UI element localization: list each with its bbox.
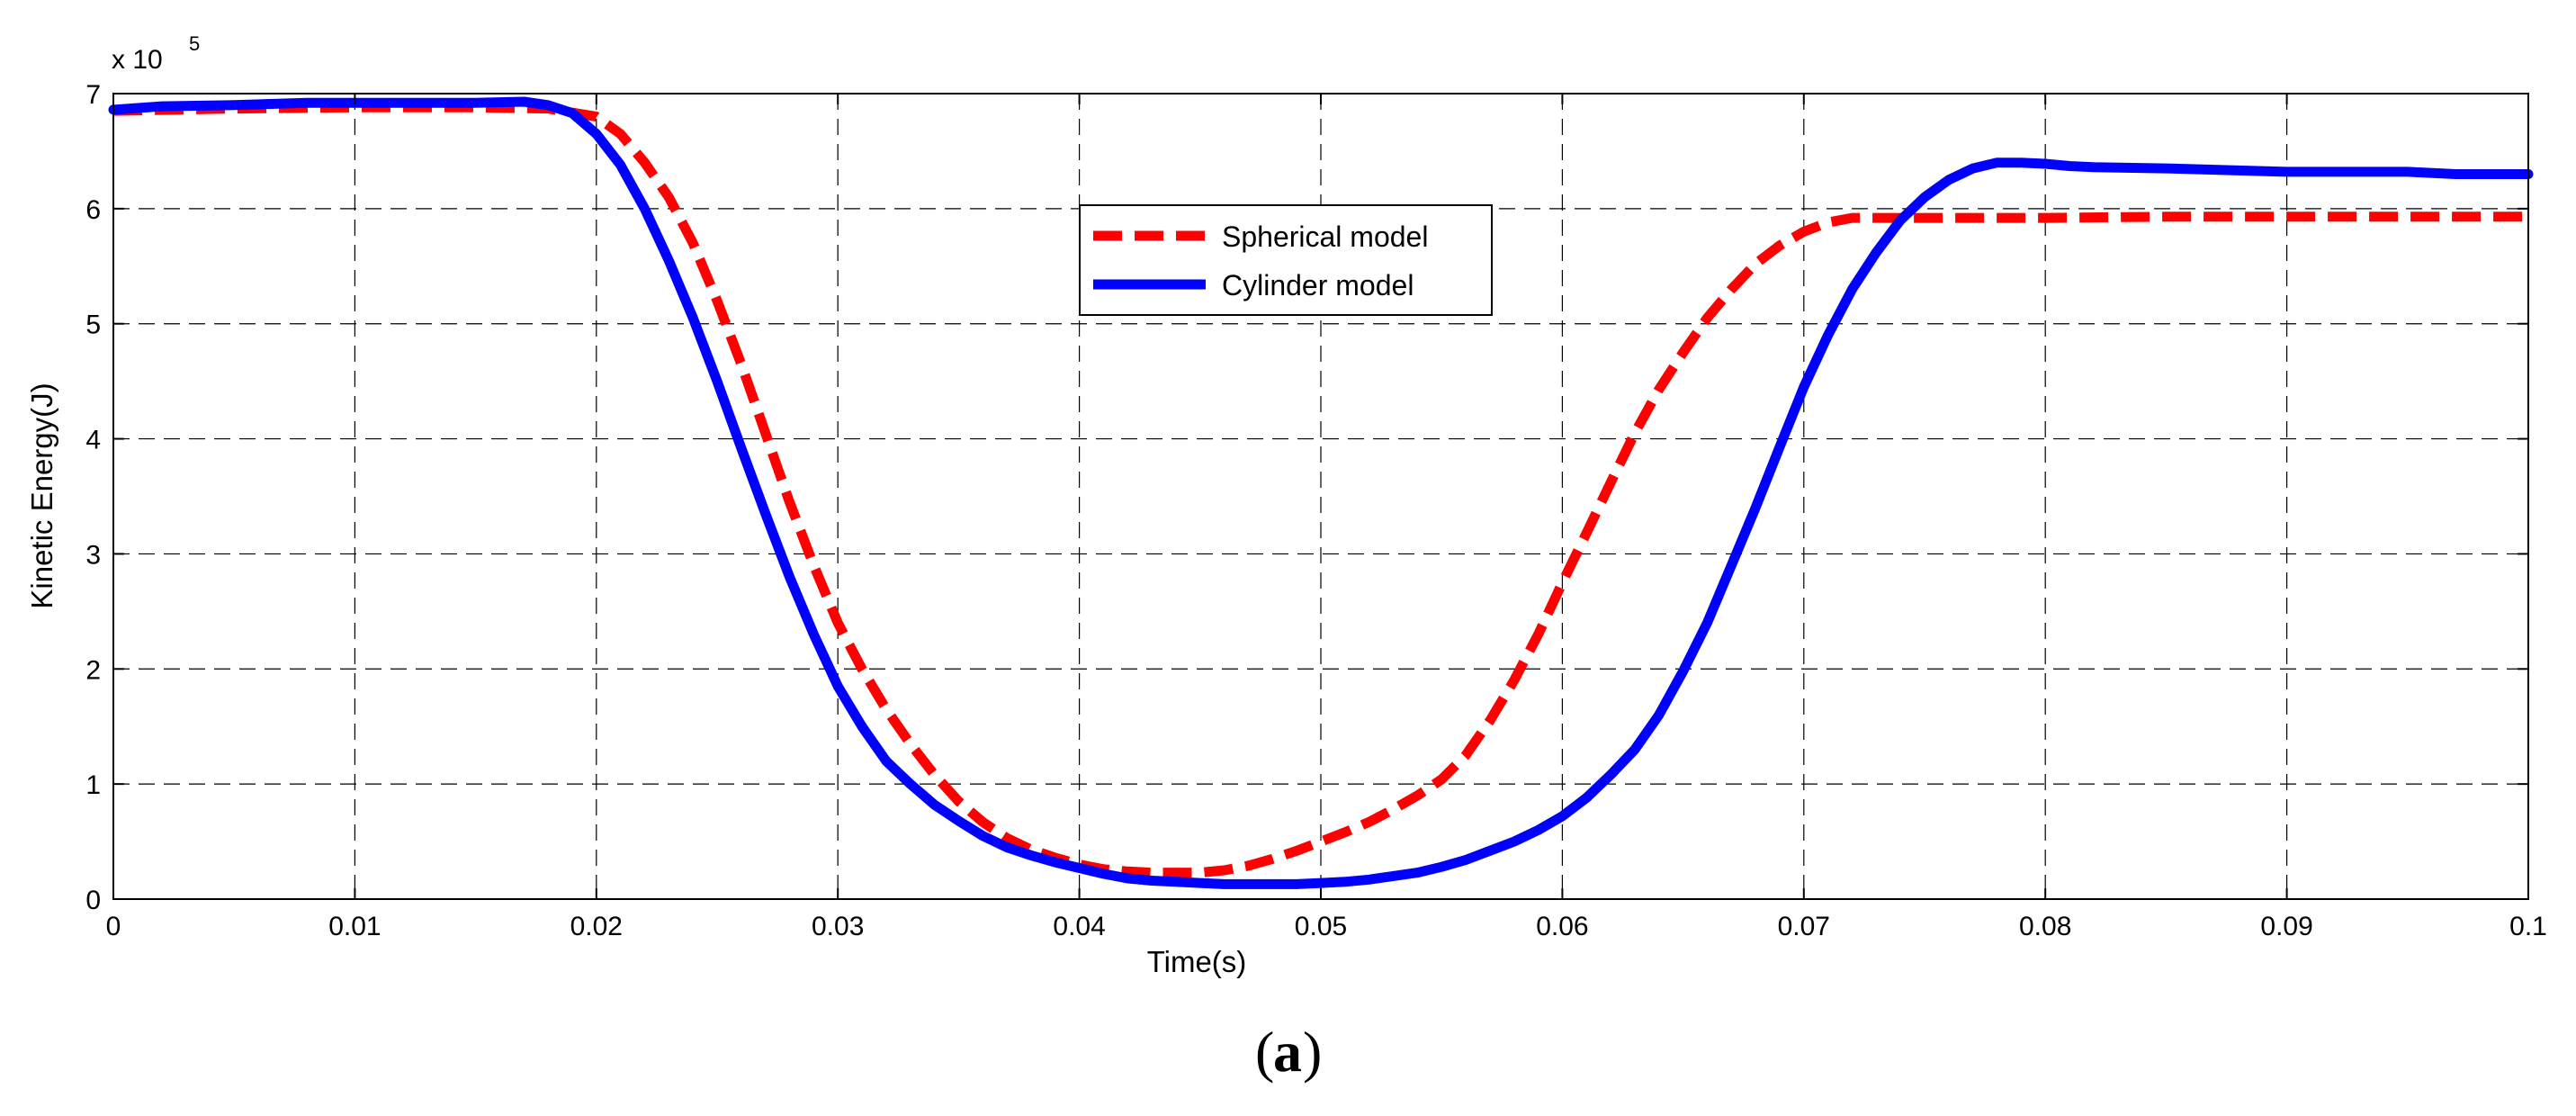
y-axis-label: Kinetic Energy(J) — [25, 382, 58, 608]
y-tick-label: 6 — [85, 195, 101, 225]
axis-ticks: 0 0.01 0.02 0.03 0.04 0.05 0.06 0.07 0.08 0.09 0.1… — [85, 80, 2547, 941]
x-tick-label: 0 — [106, 912, 121, 941]
series-line-cylinder-model — [108, 96, 2534, 889]
caption-letter: a — [1273, 1020, 1302, 1084]
y-tick-label: 7 — [85, 80, 101, 110]
y-tick-label: 2 — [85, 655, 101, 685]
series-group — [108, 96, 2534, 889]
x-axis-label: Time(s) — [1147, 945, 1247, 978]
y-tick-label: 0 — [85, 886, 101, 915]
x-tick-label: 0.01 — [328, 912, 381, 941]
y-exponent-label: x 10 — [112, 45, 163, 75]
x-tick-label: 0.08 — [2019, 912, 2071, 941]
y-tick-label: 1 — [85, 770, 101, 800]
x-tick-label: 0.04 — [1053, 912, 1105, 941]
legend-label-cylinder: Cylinder model — [1222, 269, 1414, 302]
x-tick-label: 0.02 — [570, 912, 623, 941]
y-tick-label: 5 — [85, 310, 101, 340]
x-tick-label: 0.09 — [2260, 912, 2312, 941]
caption-open-paren: ( — [1255, 1020, 1274, 1084]
caption-close-paren: ) — [1303, 1020, 1322, 1084]
y-exponent-power: 5 — [189, 32, 200, 55]
x-tick-label: 0.07 — [1778, 912, 1830, 941]
x-tick-label: 0.05 — [1295, 912, 1347, 941]
y-tick-label: 3 — [85, 540, 101, 570]
x-tick-label: 0.03 — [812, 912, 864, 941]
legend: Spherical model Cylinder model — [1079, 204, 1493, 316]
x-tick-label: 0.06 — [1536, 912, 1588, 941]
legend-label-spherical: Spherical model — [1222, 220, 1428, 253]
figure-caption: ( a ) — [1255, 1020, 1322, 1084]
y-tick-label: 4 — [85, 426, 101, 455]
x-tick-label: 0.1 — [2509, 912, 2547, 941]
legend-box — [1079, 204, 1493, 316]
series-line-spherical-model — [112, 102, 2528, 878]
